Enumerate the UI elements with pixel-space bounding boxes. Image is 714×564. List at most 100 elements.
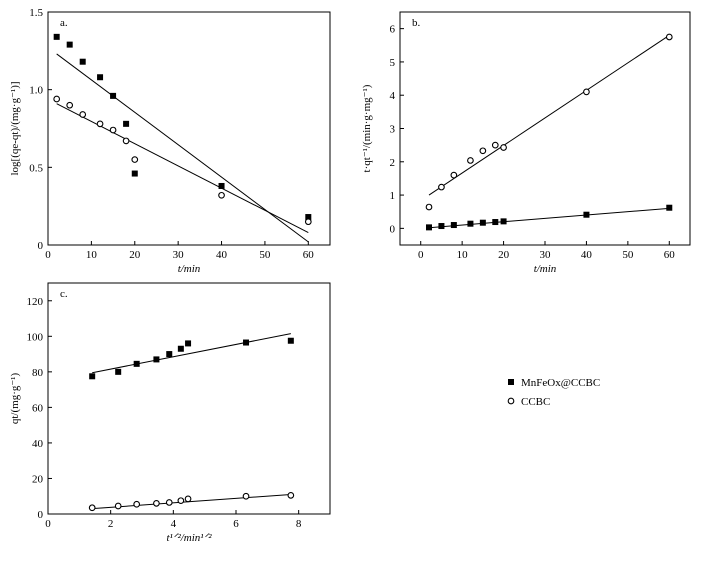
y-tick-label: 120 [27,296,44,308]
x-tick-label: 30 [173,249,185,261]
y-axis-label: log[(qe-qt)/(mg·g⁻¹)] [9,81,21,175]
x-tick-label: 10 [86,249,98,261]
panel-b: 0 10 20 30 40 50 60 0 1 2 3 4 5 6 b. t/min t·qt⁻¹/(min·g… [361,11,691,275]
x-tick-label: 6 [233,518,239,530]
y-tick-label: 60 [32,402,44,414]
data-point [500,218,507,225]
data-point [583,211,590,218]
y-axis-label: qt/(mg·g⁻¹) [9,373,21,425]
y-tick-label: 1.0 [29,85,43,97]
x-tick-label: 8 [296,518,302,530]
data-point [97,74,104,81]
panel-label: b. [412,17,421,29]
data-point [479,219,486,226]
series-mnfeox-ccbc [426,204,673,231]
plot-frame [47,282,331,515]
legend-label: CCBC [521,396,550,408]
data-point [287,337,294,344]
data-point [450,222,457,229]
data-point [184,495,192,503]
data-point [304,218,312,226]
series-ccbc [53,95,312,234]
y-tick-label: 6 [390,24,396,36]
data-point [133,360,140,367]
y-tick-label: 1 [390,190,396,202]
x-tick-label: 50 [259,249,271,261]
data-point [491,141,499,149]
x-tick-label: 4 [171,518,177,530]
x-tick-label: 20 [498,249,510,261]
data-point [114,502,122,510]
data-point [177,345,184,352]
data-point [133,500,141,508]
legend: MnFeOx@CCBC CCBC [507,377,600,408]
series-mnfeox-ccbc [89,333,294,380]
y-tick-label: 0.5 [29,162,43,174]
data-point [218,191,225,199]
y-tick-label: 80 [32,367,44,379]
data-point [88,504,96,512]
data-point [89,373,96,380]
x-tick-label: 10 [457,249,469,261]
x-tick-label: 40 [581,249,593,261]
x-tick-label: 20 [129,249,141,261]
series-ccbc [425,33,673,211]
plot-frame [47,11,331,246]
data-point [450,171,458,179]
y-tick-label: 0 [38,509,44,521]
data-point [666,204,673,211]
data-point [53,33,60,40]
data-point [242,492,250,500]
data-point [218,182,225,189]
fit-line [56,103,309,234]
y-tick-label: 100 [27,331,44,343]
x-axis-label: t/min [534,263,557,275]
data-point [492,219,499,226]
y-tick-label: 4 [390,90,396,102]
y-tick-label: 5 [390,57,396,69]
legend-label: MnFeOx@CCBC [521,377,600,389]
data-point [131,156,139,163]
fit-line [92,493,291,510]
y-tick-label: 0 [390,223,396,235]
panel-c: 0 2 4 6 8020406080100120c.t¹ᐟ²/min¹ᐟ²qt/(mg·… [9,282,331,544]
data-point [500,144,507,151]
x-tick-label: 0 [45,518,51,530]
data-point [438,183,445,191]
data-point [438,223,445,230]
data-point [479,147,487,155]
x-tick-label: 0 [418,249,424,261]
y-tick-label: 20 [32,473,44,485]
data-point [153,499,160,507]
data-point [66,101,74,109]
data-point [79,58,86,65]
data-point [131,170,138,177]
data-point [96,120,104,128]
data-point [110,92,117,99]
y-axis-label: t·qt⁻¹/(min·g·mg⁻¹) [361,84,373,172]
fit-line [428,207,670,229]
data-point [123,120,130,127]
x-tick-label: 30 [540,249,552,261]
data-point [426,224,432,231]
data-point [53,95,61,103]
x-axis-label: t/min [178,263,201,275]
x-tick-label: 40 [216,249,228,261]
fit-line [92,333,291,374]
y-tick-label: 40 [32,438,44,450]
data-point [153,356,160,363]
data-point [425,203,433,211]
data-point [165,499,173,506]
data-point [305,214,312,221]
y-tick-label: 2 [390,157,396,169]
data-point [66,41,73,48]
panel-a: 0 10 20 30 40 50 60 0 0.5 1.0 1.5 a. t/min log[(qe-qt… [9,7,331,275]
data-point [177,497,185,505]
data-point [166,351,173,358]
x-tick-label: 50 [622,249,634,261]
series-mnfeox-ccbc [53,33,312,243]
data-point [467,157,474,164]
panel-label: c. [60,288,68,300]
